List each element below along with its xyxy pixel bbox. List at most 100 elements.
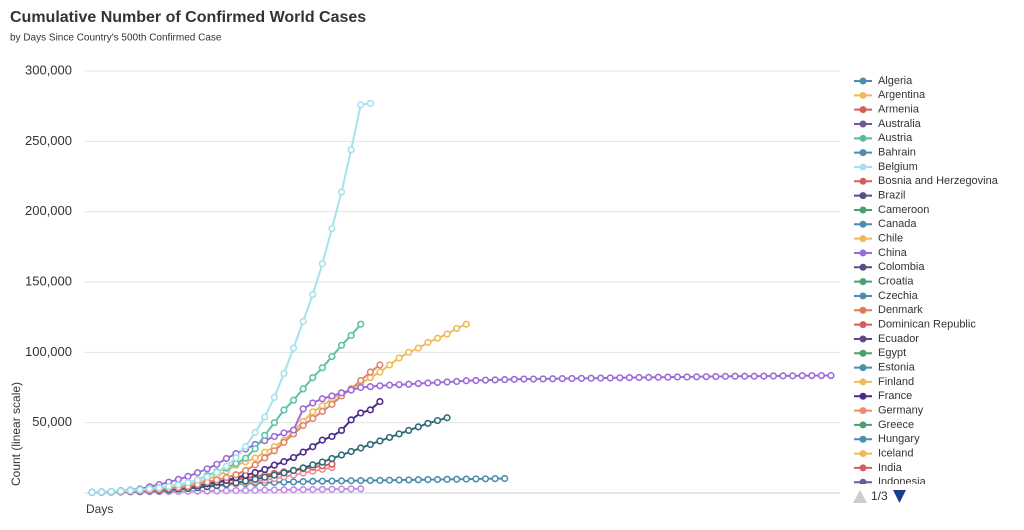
data-point (328, 460, 336, 468)
legend-label: Argentina (878, 89, 926, 101)
legend-prev[interactable] (853, 490, 867, 503)
data-point (577, 374, 586, 382)
legend-swatch (859, 450, 867, 458)
data-point (299, 448, 307, 456)
data-point (654, 373, 662, 381)
legend: Algeria Argentina Armenia Australia Austria B… (854, 75, 999, 488)
legend-swatch (859, 235, 867, 243)
data-point (414, 379, 422, 388)
x-axis-label: Days (86, 502, 113, 516)
data-point (645, 373, 653, 381)
legend-swatch (859, 364, 867, 372)
data-point (520, 375, 528, 383)
legend-swatch (859, 120, 867, 128)
data-point (712, 372, 720, 381)
data-point (414, 344, 422, 352)
data-point (309, 485, 317, 494)
data-point (328, 400, 336, 408)
data-point (385, 433, 394, 442)
data-point (299, 486, 307, 494)
legend-label: Greece (878, 419, 914, 431)
data-point (395, 430, 403, 438)
data-point (347, 485, 355, 493)
data-point (366, 99, 374, 107)
data-point (357, 409, 365, 417)
data-point (232, 459, 240, 468)
legend-label: Dominican Republic (878, 319, 976, 331)
data-point (289, 466, 298, 475)
data-point (270, 393, 278, 401)
data-point (251, 486, 259, 494)
chart-title: Cumulative Number of Confirmed World Cas… (10, 9, 366, 26)
legend-label: Hungary (878, 433, 920, 445)
series-line (91, 374, 831, 494)
data-point (309, 414, 317, 423)
data-point (347, 416, 355, 424)
data-point (453, 324, 461, 333)
data-point (241, 454, 250, 462)
legend-swatch (859, 421, 867, 429)
data-point (318, 477, 326, 485)
data-point (443, 475, 451, 483)
legend-next[interactable] (893, 490, 906, 503)
data-point (385, 361, 394, 369)
data-point (769, 372, 778, 380)
legend-swatch (859, 321, 867, 329)
legend-swatch (859, 91, 867, 99)
data-point (424, 476, 432, 484)
data-point (337, 477, 346, 485)
data-point (241, 486, 250, 495)
data-point (366, 440, 374, 449)
data-point (232, 454, 240, 462)
data-point (491, 475, 499, 483)
data-point (424, 419, 432, 427)
data-point (357, 383, 365, 392)
data-point (385, 476, 394, 484)
data-point (280, 438, 288, 446)
data-point (337, 188, 346, 196)
data-point (587, 374, 595, 382)
data-point (472, 475, 480, 483)
data-point (299, 478, 307, 486)
data-point (328, 392, 336, 400)
data-point (174, 481, 182, 489)
legend-label: Finland (878, 376, 914, 388)
legend-swatch (859, 378, 867, 386)
data-point (270, 432, 278, 441)
data-point (673, 373, 682, 381)
data-point (155, 484, 163, 492)
data-point (376, 437, 384, 445)
data-point (366, 406, 374, 414)
data-point (88, 488, 96, 496)
data-point (405, 476, 413, 484)
data-point (280, 406, 288, 414)
legend-label: Indonesia (878, 476, 927, 488)
data-point (462, 377, 470, 385)
data-point (827, 371, 835, 380)
data-point (165, 482, 173, 491)
legend-swatch (859, 464, 867, 472)
data-point (337, 451, 346, 459)
legend-swatch (859, 206, 867, 214)
data-point (203, 473, 211, 481)
data-point (309, 408, 317, 416)
data-point (270, 461, 278, 469)
data-point (395, 354, 403, 362)
legend-label: Armenia (878, 104, 920, 116)
data-point (789, 372, 797, 380)
data-point (280, 369, 288, 378)
data-point (251, 428, 259, 437)
legend-label: Colombia (878, 261, 925, 273)
legend-label: Germany (878, 404, 924, 416)
data-point (213, 460, 221, 468)
data-point (779, 372, 787, 380)
legend-label: Denmark (878, 304, 923, 316)
data-point (241, 466, 250, 475)
data-point (328, 352, 336, 361)
legend-swatch (859, 306, 867, 314)
data-point (347, 477, 355, 485)
data-point (510, 375, 518, 383)
data-point (222, 473, 230, 482)
data-point (299, 317, 307, 325)
legend-label: Algeria (878, 75, 913, 87)
